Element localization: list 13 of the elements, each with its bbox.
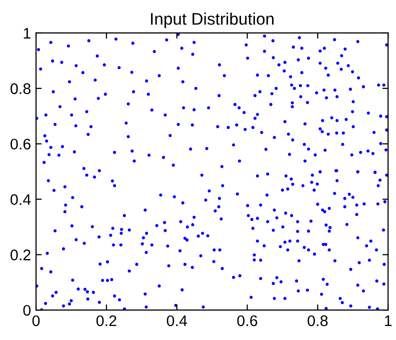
y-tick-label: 0.8 <box>10 83 31 94</box>
x-tick-label: 0 <box>32 315 40 326</box>
x-tick-label: 1 <box>384 316 392 326</box>
x-tick-label: 0.6 <box>237 315 258 326</box>
y-tick-label: 0.6 <box>10 138 31 150</box>
y-tick-label: 1 <box>24 28 30 39</box>
y-tick-label: 0.2 <box>10 250 30 260</box>
x-tick-label: 0.2 <box>96 315 116 326</box>
x-tick-label: 0.4 <box>166 315 188 326</box>
chart-title: Input Distribution <box>151 12 274 28</box>
y-tick-label: 0.4 <box>10 194 31 205</box>
y-tick-label: 0 <box>23 304 31 316</box>
x-tick-label: 0.8 <box>308 315 328 326</box>
